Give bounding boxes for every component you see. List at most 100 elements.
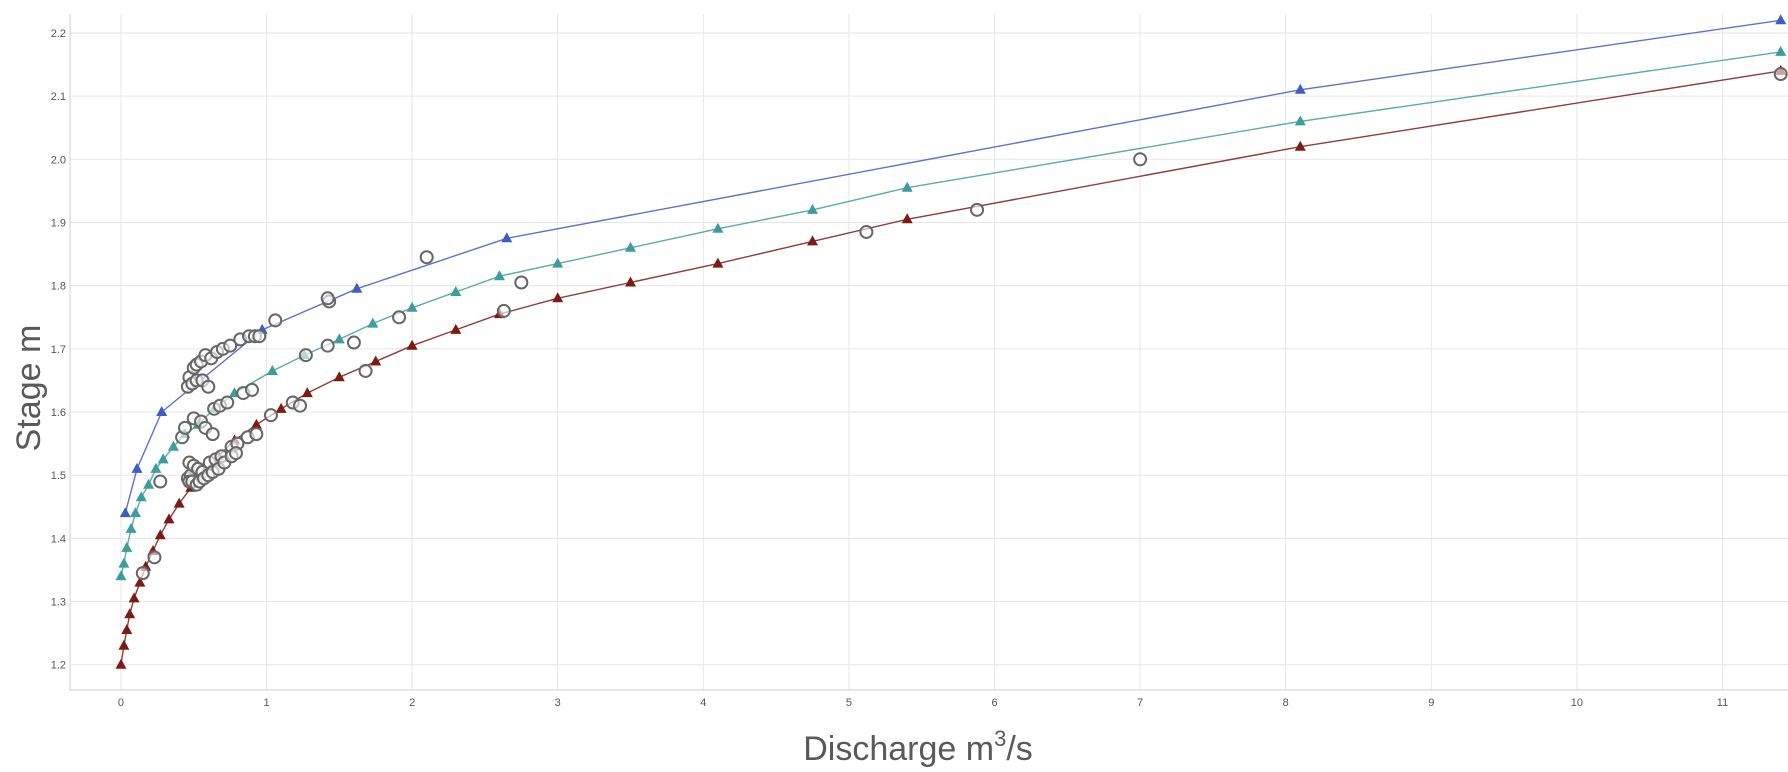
observed-circle-marker — [346, 335, 361, 350]
observed-circle-marker — [268, 313, 283, 328]
middle-triangle-marker — [125, 522, 137, 533]
x-axis-title-main: Discharge m — [803, 730, 994, 768]
x-tick-label: 7 — [1137, 697, 1143, 709]
middle-triangle-marker — [118, 557, 130, 568]
middle-triangle-marker — [143, 478, 155, 489]
observed-circle-marker — [244, 382, 259, 397]
lower-triangle-marker — [552, 292, 564, 303]
lower-triangle-marker — [115, 658, 127, 669]
middle-triangle-marker — [552, 257, 564, 268]
lower-triangle-marker — [121, 624, 133, 634]
lower-triangle-marker — [406, 339, 418, 350]
middle-triangle-marker — [712, 222, 724, 233]
lower-triangle-marker — [118, 639, 130, 650]
observed-circle-marker — [320, 338, 335, 353]
upper-triangle-marker — [501, 232, 513, 243]
observed-circle-marker — [223, 338, 238, 353]
observed-circle-marker — [514, 275, 529, 290]
x-axis-title-superscript: 3 — [994, 726, 1006, 751]
upper-curve-line — [124, 19, 1781, 514]
y-tick-label: 1.2 — [51, 660, 66, 672]
middle-triangle-marker — [1294, 115, 1306, 126]
observed-circle-marker — [859, 224, 874, 239]
middle-triangle-marker — [266, 365, 278, 375]
y-axis-title: Stage m — [10, 325, 48, 452]
y-tick-label: 1.3 — [51, 597, 66, 609]
axis-layer — [69, 14, 1788, 691]
x-axis-title-suffix: /s — [1006, 730, 1032, 768]
x-tick-label: 9 — [1428, 697, 1434, 709]
observed-circle-marker — [1133, 152, 1148, 167]
lower-triangle-marker — [1294, 140, 1306, 151]
y-tick-label: 1.9 — [51, 217, 66, 229]
x-tick-label: 8 — [1283, 697, 1289, 709]
x-tick-label: 1 — [263, 697, 269, 709]
observed-circle-marker — [252, 329, 267, 344]
tick-layer: 0 1 2 3 4 5 6 7 8 9 10 11 1.2 1.3 1.4 1.5 1.6 1.7 1.8 1.9 2.… — [51, 28, 1728, 709]
observed-circle-marker — [419, 250, 434, 265]
middle-triangle-marker — [135, 491, 147, 502]
x-tick-label: 10 — [1571, 697, 1583, 709]
middle-triangle-marker — [901, 181, 913, 192]
middle-triangle-marker — [450, 286, 462, 296]
lower-triangle-marker — [712, 257, 724, 268]
observed-circle-marker — [178, 420, 193, 435]
middle-triangle-marker — [625, 241, 636, 252]
upper-triangle-marker — [1294, 83, 1306, 94]
x-tick-label: 5 — [846, 697, 852, 709]
observed-circle-marker — [1773, 67, 1788, 82]
y-tick-label: 2.1 — [51, 91, 66, 103]
lower-triangle-marker — [807, 235, 818, 246]
observed-circle-marker — [293, 398, 308, 413]
upper-triangle-marker — [1775, 14, 1787, 25]
lower-triangle-marker — [370, 355, 382, 366]
middle-triangle-marker — [130, 507, 141, 518]
observed-circle-marker — [228, 446, 243, 461]
lower-triangle-marker — [301, 387, 313, 398]
lower-triangle-marker — [250, 418, 262, 429]
observed-circle-marker — [220, 395, 235, 410]
observed-circle-marker — [358, 363, 373, 378]
lower-triangle-marker — [450, 323, 462, 334]
middle-triangle-marker — [333, 333, 345, 344]
middle-triangle-marker — [157, 453, 169, 464]
upper-triangle-marker — [131, 462, 143, 473]
lower-triangle-marker — [134, 576, 146, 587]
middle-curve-line — [120, 51, 1781, 577]
x-tick-label: 3 — [555, 697, 561, 709]
y-tick-label: 1.7 — [51, 344, 66, 356]
middle-triangle-marker — [167, 440, 179, 451]
middle-triangle-marker — [406, 301, 418, 312]
y-tick-label: 1.8 — [51, 281, 66, 293]
observed-circle-marker — [153, 474, 168, 489]
observed-circle-marker — [249, 427, 264, 442]
lower-triangle-marker — [163, 513, 175, 524]
observed-circle-marker — [320, 291, 335, 306]
x-tick-label: 2 — [409, 697, 415, 709]
x-tick-label: 11 — [1717, 697, 1728, 709]
lower-triangle-marker — [333, 371, 345, 382]
upper-triangle-marker — [156, 406, 168, 416]
lower-triangle-marker — [124, 608, 136, 619]
x-tick-label: 0 — [118, 697, 124, 709]
observed-circle-marker — [496, 303, 511, 318]
y-tick-label: 2.0 — [51, 154, 66, 166]
observed-circle-marker — [970, 202, 985, 217]
lower-triangle-marker — [275, 402, 287, 413]
lower-triangle-marker — [173, 497, 185, 508]
middle-triangle-marker — [367, 317, 379, 328]
y-tick-label: 1.4 — [51, 533, 66, 545]
middle-triangle-marker — [115, 570, 127, 581]
lower-triangle-marker — [901, 213, 913, 224]
upper-triangle-marker — [119, 507, 131, 518]
y-tick-label: 1.6 — [51, 407, 66, 419]
curve-layer — [120, 19, 1781, 665]
y-tick-label: 1.5 — [51, 470, 66, 482]
middle-triangle-marker — [121, 541, 133, 552]
observed-circle-marker — [135, 566, 150, 581]
middle-triangle-marker — [494, 270, 505, 281]
lower-triangle-marker — [625, 276, 636, 287]
grid-layer — [70, 14, 1788, 690]
lower-triangle-marker — [154, 529, 166, 540]
